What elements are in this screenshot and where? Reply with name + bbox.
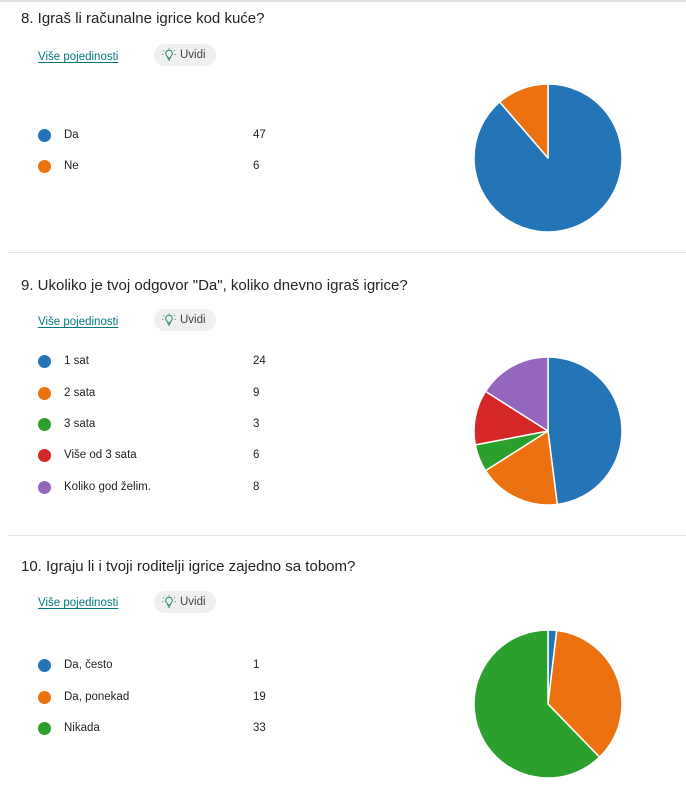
- insights-label: Uvidi: [180, 314, 206, 326]
- legend-item: Više od 3 sata 6: [38, 448, 278, 464]
- legend-count: 33: [253, 722, 266, 734]
- legend-item: Ne 6: [38, 159, 278, 175]
- legend-item: Da, ponekad 19: [38, 690, 278, 706]
- lightbulb-icon: [162, 313, 176, 327]
- legend-dot: [38, 449, 51, 462]
- pie-chart: [473, 629, 623, 779]
- legend-dot: [38, 160, 51, 173]
- insights-button[interactable]: Uvidi: [154, 44, 216, 66]
- legend-item: Nikada 33: [38, 721, 278, 737]
- legend-item: 1 sat 24: [38, 354, 278, 370]
- legend-dot: [38, 481, 51, 494]
- legend-dot: [38, 418, 51, 431]
- legend-count: 1: [253, 659, 260, 671]
- insights-label: Uvidi: [180, 49, 206, 61]
- legend-label: Koliko god želim.: [64, 481, 151, 493]
- pie-chart: [473, 83, 623, 233]
- pie-slice: [484, 356, 549, 432]
- insights-button[interactable]: Uvidi: [154, 309, 216, 331]
- lightbulb-icon: [162, 595, 176, 609]
- more-details-link[interactable]: Više pojedinosti: [38, 597, 119, 609]
- legend-item: Da, često 1: [38, 658, 278, 674]
- legend-dot: [38, 659, 51, 672]
- legend-count: 47: [253, 129, 266, 141]
- legend-label: Više od 3 sata: [64, 449, 137, 461]
- legend-label: Nikada: [64, 722, 100, 734]
- more-details-link[interactable]: Više pojedinosti: [38, 51, 119, 63]
- legend-label: Da, često: [64, 659, 113, 671]
- legend-dot: [38, 722, 51, 735]
- legend-label: 3 sata: [64, 418, 96, 430]
- pie-slice: [498, 83, 549, 159]
- question-8-section: 8. Igraš li računalne igrice kod kuće? V…: [0, 0, 686, 253]
- pie-slice: [547, 356, 623, 506]
- insights-button[interactable]: Uvidi: [154, 591, 216, 613]
- pie-chart: [473, 356, 623, 506]
- legend-item: Da 47: [38, 128, 278, 144]
- legend-count: 24: [253, 355, 266, 367]
- legend-item: 3 sata 3: [38, 417, 278, 433]
- pie-slice: [547, 629, 623, 758]
- legend-item: 2 sata 9: [38, 386, 278, 402]
- question-9-section: 9. Ukoliko je tvoj odgovor "Da", koliko …: [0, 253, 686, 535]
- legend-dot: [38, 129, 51, 142]
- question-10-section: 10. Igraju li i tvoji roditelji igrice z…: [0, 536, 686, 803]
- legend-dot: [38, 387, 51, 400]
- insights-label: Uvidi: [180, 596, 206, 608]
- legend-dot: [38, 355, 51, 368]
- legend-label: 2 sata: [64, 387, 96, 399]
- lightbulb-icon: [162, 48, 176, 62]
- legend-dot: [38, 691, 51, 704]
- legend-label: Ne: [64, 160, 79, 172]
- legend-count: 6: [253, 160, 260, 172]
- legend-item: Koliko god želim. 8: [38, 480, 278, 496]
- more-details-link[interactable]: Više pojedinosti: [38, 316, 119, 328]
- legend-label: Da, ponekad: [64, 691, 130, 703]
- top-divider: [0, 0, 686, 2]
- question-title: 8. Igraš li računalne igrice kod kuće?: [21, 10, 265, 27]
- question-title: 10. Igraju li i tvoji roditelji igrice z…: [21, 558, 356, 575]
- section-divider: [8, 252, 686, 253]
- legend-label: Da: [64, 129, 79, 141]
- legend-count: 3: [253, 418, 260, 430]
- legend-count: 9: [253, 387, 260, 399]
- pie-slice: [473, 629, 601, 779]
- question-title: 9. Ukoliko je tvoj odgovor "Da", koliko …: [21, 277, 408, 294]
- legend-count: 8: [253, 481, 260, 493]
- legend-count: 6: [253, 449, 260, 461]
- section-divider: [8, 535, 686, 536]
- legend-count: 19: [253, 691, 266, 703]
- legend-label: 1 sat: [64, 355, 89, 367]
- pie-slice: [484, 430, 559, 506]
